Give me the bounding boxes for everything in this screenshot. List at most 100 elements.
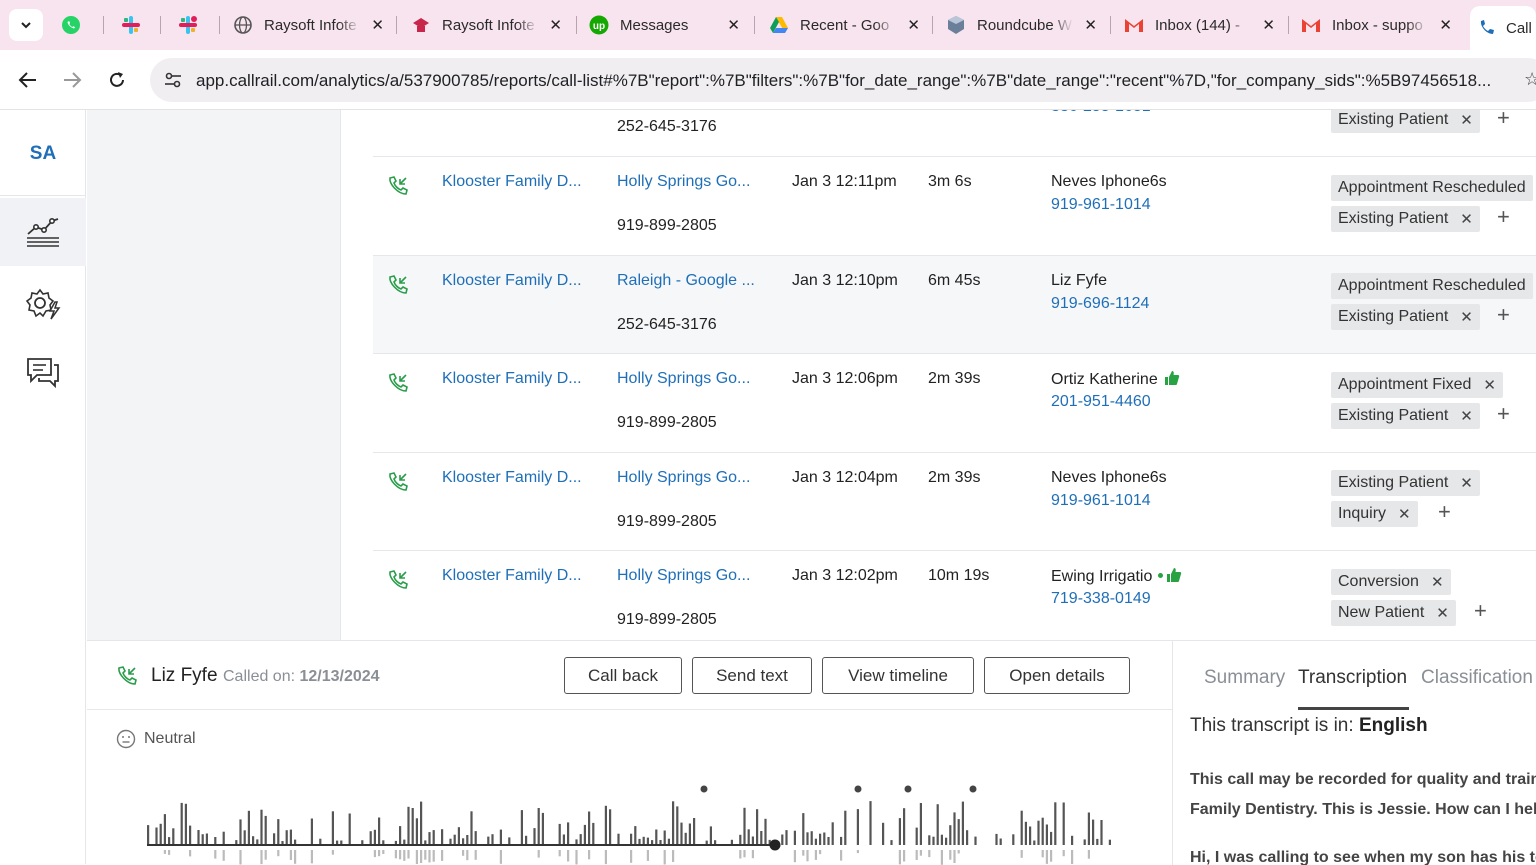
sidebar-item-analytics[interactable]: [0, 198, 86, 266]
add-tag-button[interactable]: +: [1497, 110, 1510, 130]
browser-tab[interactable]: Raysoft Infote ✕: [224, 6, 394, 44]
tab-search-button[interactable]: [9, 9, 43, 41]
sidebar-item-messages[interactable]: [0, 338, 86, 406]
remove-tag-icon[interactable]: ✕: [1460, 309, 1473, 326]
back-button[interactable]: [14, 66, 42, 94]
transcript-line: Hi, I was calling to see when my son has…: [1190, 843, 1536, 865]
bookmark-star-icon[interactable]: ☆: [1524, 69, 1536, 89]
caller-name: Ortiz Katherine: [1051, 371, 1158, 388]
source-link[interactable]: Raleigh - Google ...: [617, 272, 755, 289]
remove-tag-icon[interactable]: ✕: [1460, 211, 1473, 228]
add-tag-button[interactable]: +: [1497, 302, 1510, 327]
user-avatar[interactable]: SA: [29, 143, 57, 164]
tag-label: Existing Patient: [1338, 308, 1449, 325]
browser-tab[interactable]: Inbox (144) - ✕: [1115, 6, 1285, 44]
remove-tag-icon[interactable]: ✕: [1436, 605, 1449, 622]
waveform-bar: [793, 850, 796, 863]
waveform-bar: [1087, 850, 1090, 859]
arrow-right-icon: [64, 72, 82, 88]
remove-tag-icon[interactable]: ✕: [1430, 574, 1444, 591]
browser-tab[interactable]: up Messages ✕: [580, 6, 750, 44]
table-row[interactable]: Klooster Family D... Raleigh - Google ..…: [373, 256, 1536, 354]
browser-tab[interactable]: Raysoft Infote ✕: [402, 6, 572, 44]
tab-classification[interactable]: Classification: [1421, 667, 1533, 688]
remove-tag-icon[interactable]: ✕: [1460, 408, 1473, 425]
browser-tab[interactable]: Inbox - suppo ✕: [1292, 6, 1462, 44]
browser-tab[interactable]: [112, 6, 154, 44]
waveform-bar: [378, 850, 381, 857]
source-link[interactable]: Holly Springs Go...: [617, 469, 751, 486]
close-icon[interactable]: ✕: [907, 17, 920, 34]
sidebar-item-settings[interactable]: [0, 270, 86, 338]
reload-button[interactable]: [103, 66, 131, 94]
close-icon[interactable]: ✕: [1262, 17, 1275, 34]
source-link[interactable]: Holly Springs Go...: [617, 370, 751, 387]
waveform-bar: [693, 818, 696, 845]
table-row[interactable]: Klooster Family D... Holly Springs Go...…: [373, 157, 1536, 256]
table-row[interactable]: Klooster Family D... Holly Springs Go...…: [373, 354, 1536, 453]
company-link[interactable]: Klooster Family D...: [442, 370, 582, 387]
address-bar[interactable]: app.callrail.com/analytics/a/537900785/r…: [150, 58, 1536, 102]
table-row[interactable]: Klooster Family D... Holly Springs Go...…: [373, 551, 1536, 640]
caller-phone-link[interactable]: 919-696-1124: [1051, 295, 1150, 312]
view-timeline-button[interactable]: View timeline: [822, 657, 974, 694]
keyword-marker[interactable]: [904, 785, 912, 793]
forward-button[interactable]: [58, 66, 86, 94]
close-icon[interactable]: ✕: [1439, 17, 1452, 34]
browser-tab[interactable]: Roundcube W ✕: [937, 6, 1107, 44]
company-link[interactable]: Klooster Family D...: [442, 173, 582, 190]
browser-tab[interactable]: [52, 6, 94, 44]
add-tag-button[interactable]: +: [1474, 598, 1487, 623]
table-row[interactable]: Klooster Family D... Holly Springs Go...…: [373, 453, 1536, 551]
remove-tag-icon[interactable]: ✕: [1398, 506, 1411, 523]
waveform-bar: [831, 822, 834, 845]
caller-phone-link[interactable]: 336-255-1681: [1051, 110, 1151, 116]
waveform-bar: [756, 809, 759, 845]
browser-tab[interactable]: Recent - Goo ✕: [760, 6, 930, 44]
add-tag-button[interactable]: +: [1438, 499, 1451, 524]
close-icon[interactable]: ✕: [549, 17, 562, 34]
table-row[interactable]: 336-255-1681 252-645-3176 Existing Patie…: [373, 110, 1536, 157]
site-info-icon[interactable]: [160, 68, 186, 92]
add-tag-button[interactable]: +: [1497, 401, 1510, 426]
browser-tab-active[interactable]: Call: [1470, 6, 1536, 50]
open-details-button[interactable]: Open details: [984, 657, 1130, 694]
tab-transcription[interactable]: Transcription: [1298, 667, 1408, 688]
keyword-marker[interactable]: [700, 785, 708, 793]
browser-tab[interactable]: [169, 6, 211, 44]
company-link[interactable]: Klooster Family D...: [442, 469, 582, 486]
send-text-button[interactable]: Send text: [692, 657, 812, 694]
remove-tag-icon[interactable]: ✕: [1460, 112, 1473, 129]
caller-phone-link[interactable]: 201-951-4460: [1051, 393, 1151, 410]
waveform-bar: [806, 832, 809, 845]
gmail-icon: [1300, 14, 1322, 36]
call-datetime: Jan 3 12:04pm: [792, 469, 898, 486]
keyword-marker[interactable]: [969, 785, 977, 793]
close-icon[interactable]: ✕: [371, 17, 384, 34]
source-link[interactable]: Holly Springs Go...: [617, 567, 751, 584]
transcript-line: This call may be recorded for quality an…: [1190, 765, 1536, 825]
caller-name-cell: Ortiz Katherine: [1051, 370, 1180, 389]
source-link[interactable]: Holly Springs Go...: [617, 173, 751, 190]
waveform-bar: [1071, 835, 1074, 845]
close-icon[interactable]: ✕: [727, 17, 740, 34]
add-tag-button[interactable]: +: [1497, 204, 1510, 229]
tag: Inquiry ✕: [1331, 501, 1418, 527]
company-link[interactable]: Klooster Family D...: [442, 567, 582, 584]
caller-phone-link[interactable]: 919-961-1014: [1051, 196, 1151, 213]
company-link[interactable]: Klooster Family D...: [442, 272, 582, 289]
keyword-marker[interactable]: [854, 785, 862, 793]
caller-phone-link[interactable]: 919-961-1014: [1051, 492, 1151, 509]
waveform-bar: [382, 850, 385, 854]
playhead-handle[interactable]: [769, 839, 781, 851]
tab-summary[interactable]: Summary: [1204, 667, 1286, 688]
waveform-bar: [663, 850, 666, 865]
call-back-button[interactable]: Call back: [564, 657, 682, 694]
waveform-bar: [819, 833, 822, 845]
remove-tag-icon[interactable]: ✕: [1460, 475, 1473, 492]
close-icon[interactable]: ✕: [1084, 17, 1097, 34]
caller-phone-link[interactable]: 719-338-0149: [1051, 590, 1151, 607]
remove-tag-icon[interactable]: ✕: [1483, 377, 1496, 394]
chat-bubbles-icon: [27, 358, 59, 388]
audio-waveform[interactable]: [137, 781, 1117, 865]
